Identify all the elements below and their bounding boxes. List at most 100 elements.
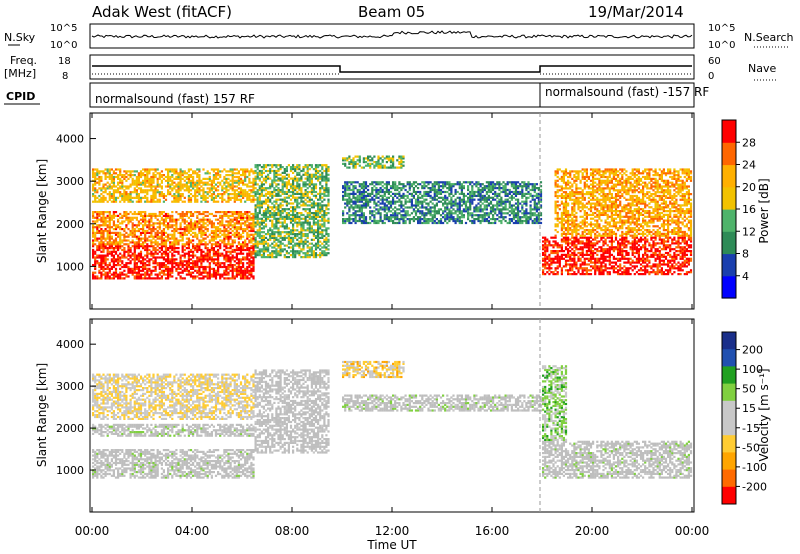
echo-cell: [319, 183, 322, 186]
echo-cell: [408, 200, 411, 203]
echo-cell: [150, 231, 153, 234]
echo-cell: [144, 179, 147, 182]
echo-cell: [364, 219, 368, 223]
echo-cell: [233, 226, 236, 229]
echo-cell: [277, 252, 280, 255]
echo-cell: [223, 187, 226, 190]
echo-cell: [385, 208, 388, 211]
echo-cell: [98, 229, 101, 233]
echo-cell: [469, 200, 472, 203]
echo-cell: [171, 260, 174, 263]
echo-cell: [125, 170, 128, 173]
echo-cell: [237, 212, 240, 216]
echo-cell: [202, 265, 205, 269]
echo-cell: [179, 181, 182, 184]
echo-cell: [383, 183, 386, 186]
echo-cell: [110, 267, 113, 270]
echo-cell: [489, 212, 493, 215]
echo-cell: [308, 231, 311, 234]
echo-cell: [439, 185, 443, 188]
echo-cell: [362, 212, 365, 215]
echo-cell: [119, 275, 122, 278]
echo-cell: [325, 219, 328, 222]
echo-cell: [235, 247, 238, 250]
echo-cell: [139, 183, 143, 186]
echo-cell: [225, 271, 228, 274]
echo-cell: [171, 214, 174, 217]
echo-cell: [196, 183, 199, 186]
echo-cell: [473, 192, 476, 195]
echo-cell: [404, 206, 407, 209]
echo-cell: [321, 179, 324, 182]
echo-cell: [246, 265, 249, 269]
echo-cell: [137, 179, 140, 182]
echo-cell: [154, 243, 157, 246]
echo-cell: [92, 212, 95, 216]
echo-cell: [160, 212, 163, 216]
echo-cell: [369, 198, 372, 201]
echo-cell: [225, 245, 228, 248]
echo-cell: [146, 237, 149, 240]
echo-cell: [262, 250, 265, 253]
echo-cell: [354, 192, 357, 195]
echo-cell: [223, 175, 226, 179]
echo-cell: [206, 218, 209, 221]
echo-cell: [139, 231, 143, 234]
echo-cell: [362, 204, 365, 207]
echo-cell: [431, 214, 434, 217]
echo-cell: [281, 248, 284, 251]
echo-cell: [477, 192, 480, 195]
echo-cell: [206, 177, 209, 180]
echo-cell: [264, 200, 268, 203]
echo-cell: [267, 215, 270, 218]
echo-cell: [139, 198, 143, 201]
echo-cell: [296, 177, 299, 180]
echo-cell: [271, 223, 274, 226]
echo-cell: [250, 260, 253, 263]
echo-cell: [152, 241, 155, 244]
echo-cell: [154, 233, 157, 236]
echo-cell: [314, 169, 318, 173]
echo-cell: [323, 164, 326, 167]
echo-cell: [496, 192, 499, 195]
echo-cell: [262, 187, 265, 190]
echo-cell: [162, 177, 165, 180]
echo-cell: [287, 194, 290, 197]
echo-cell: [108, 216, 111, 219]
echo-cell: [139, 269, 143, 272]
echo-cell: [123, 273, 126, 276]
echo-cell: [306, 236, 309, 239]
echo-cell: [100, 241, 103, 244]
echo-cell: [100, 262, 103, 265]
echo-cell: [444, 185, 447, 188]
echo-cell: [173, 177, 176, 180]
echo-cell: [167, 181, 170, 184]
echo-cell: [371, 198, 374, 201]
echo-cell: [348, 210, 351, 213]
echo-cell: [139, 237, 143, 240]
echo-cell: [264, 189, 268, 192]
echo-cell: [112, 185, 115, 188]
echo-cell: [325, 183, 328, 186]
echo-cell: [389, 218, 393, 221]
echo-cell: [302, 196, 305, 199]
echo-cell: [323, 210, 326, 213]
echo-cell: [189, 198, 193, 201]
echo-cell: [221, 198, 224, 201]
echo-cell: [92, 241, 95, 244]
echo-cell: [244, 224, 247, 227]
echo-cell: [125, 224, 128, 227]
echo-cell: [308, 181, 311, 184]
echo-cell: [237, 264, 240, 267]
echo-cell: [119, 187, 122, 190]
echo-cell: [289, 240, 293, 243]
echo-cell: [242, 247, 245, 250]
echo-cell: [435, 218, 438, 221]
echo-cell: [104, 273, 107, 276]
echo-cell: [108, 194, 111, 198]
echo-cell: [229, 187, 232, 190]
echo-cell: [102, 248, 105, 252]
echo-cell: [354, 204, 357, 207]
echo-cell: [404, 221, 407, 225]
echo-cell: [114, 172, 118, 175]
